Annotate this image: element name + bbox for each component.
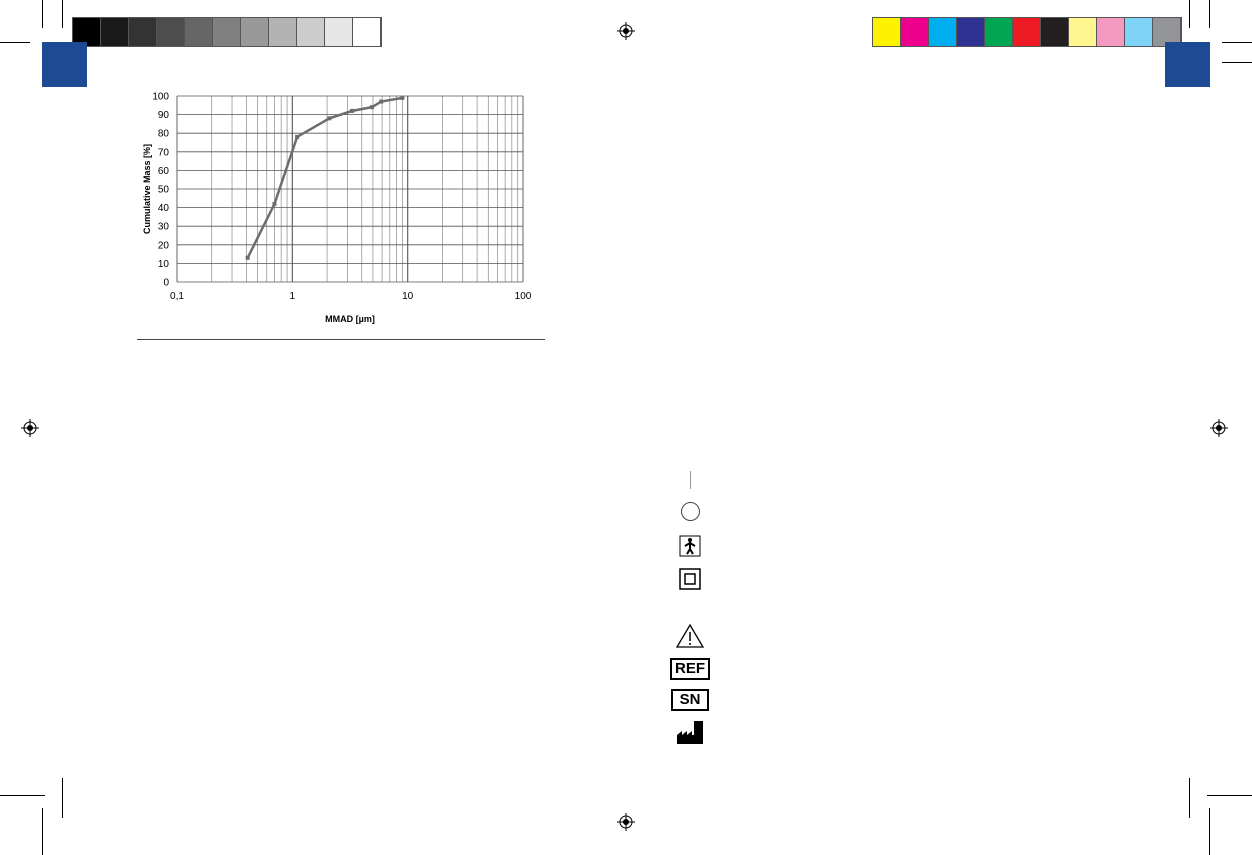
y-tick-label: 90 xyxy=(158,110,170,121)
data-point xyxy=(379,99,384,104)
color-swatch xyxy=(1097,18,1125,46)
color-swatch xyxy=(1013,18,1041,46)
crop-mark xyxy=(1209,808,1210,855)
registration-mark-icon xyxy=(1210,419,1228,437)
data-point xyxy=(245,255,250,260)
color-swatch xyxy=(1125,18,1153,46)
color-swatch xyxy=(325,18,353,46)
x-tick-label: 1 xyxy=(290,291,296,302)
color-swatch xyxy=(353,18,381,46)
data-point xyxy=(327,116,332,121)
y-tick-label: 40 xyxy=(158,203,170,214)
divider xyxy=(137,339,545,340)
x-tick-label: 100 xyxy=(515,291,532,302)
crop-mark xyxy=(1222,62,1252,63)
color-swatch xyxy=(957,18,985,46)
registration-mark-icon xyxy=(21,419,39,437)
type-bf-applied-part-icon xyxy=(670,535,710,557)
color-swatch xyxy=(873,18,901,46)
blue-tab-right xyxy=(1165,42,1210,87)
y-tick-label: 70 xyxy=(158,147,170,158)
y-tick-label: 20 xyxy=(158,240,170,251)
grayscale-color-bar xyxy=(72,17,382,47)
crop-mark xyxy=(62,778,63,818)
color-swatch xyxy=(213,18,241,46)
ref-catalogue-number-icon: REF xyxy=(670,658,710,680)
color-swatch xyxy=(101,18,129,46)
serial-number-icon: SN xyxy=(670,689,710,711)
color-swatch xyxy=(157,18,185,46)
color-swatch xyxy=(901,18,929,46)
color-swatch xyxy=(241,18,269,46)
crop-mark xyxy=(1189,0,1190,28)
data-point xyxy=(369,105,374,110)
process-color-bar xyxy=(872,17,1182,47)
crop-mark xyxy=(0,795,45,796)
x-tick-label: 0,1 xyxy=(170,291,184,302)
y-tick-label: 60 xyxy=(158,166,170,177)
crop-mark xyxy=(42,0,43,28)
crop-mark xyxy=(1189,778,1190,818)
crop-mark xyxy=(1207,795,1252,796)
y-axis-label: Cumulative Mass [%] xyxy=(142,144,152,234)
y-tick-label: 0 xyxy=(163,278,169,289)
data-point xyxy=(272,201,277,206)
data-point xyxy=(350,108,355,113)
off-symbol-icon xyxy=(670,502,710,521)
crop-mark xyxy=(62,0,63,28)
crop-mark xyxy=(42,808,43,855)
crop-mark xyxy=(1222,42,1252,43)
y-tick-label: 10 xyxy=(158,259,170,270)
y-tick-label: 100 xyxy=(152,92,169,103)
series-line xyxy=(246,96,403,259)
x-tick-label: 10 xyxy=(402,291,414,302)
color-swatch xyxy=(269,18,297,46)
color-swatch xyxy=(73,18,101,46)
x-axis-label: MMAD [µm] xyxy=(325,314,375,324)
crop-mark xyxy=(1209,0,1210,28)
y-tick-label: 80 xyxy=(158,129,170,140)
on-symbol-icon xyxy=(670,471,710,489)
manufacturer-icon xyxy=(670,720,710,745)
color-swatch xyxy=(1153,18,1181,46)
blue-tab-left xyxy=(42,42,87,87)
warning-icon xyxy=(670,623,710,649)
color-swatch xyxy=(185,18,213,46)
color-swatch xyxy=(1041,18,1069,46)
color-swatch xyxy=(129,18,157,46)
registration-mark-icon xyxy=(617,813,635,831)
y-tick-label: 30 xyxy=(158,222,170,233)
color-swatch xyxy=(929,18,957,46)
registration-mark-icon xyxy=(617,22,635,40)
crop-mark xyxy=(0,42,30,43)
class-ii-double-insulation-icon xyxy=(670,568,710,590)
y-tick-label: 50 xyxy=(158,185,170,196)
color-swatch xyxy=(297,18,325,46)
cumulative-mass-chart: 0 10 20 30 40 50 60 70 80 90 100 0,1 1 10 100 MMAD [µm]… xyxy=(142,92,532,325)
data-point xyxy=(400,95,405,100)
color-swatch xyxy=(1069,18,1097,46)
data-point xyxy=(295,134,300,139)
color-swatch xyxy=(985,18,1013,46)
